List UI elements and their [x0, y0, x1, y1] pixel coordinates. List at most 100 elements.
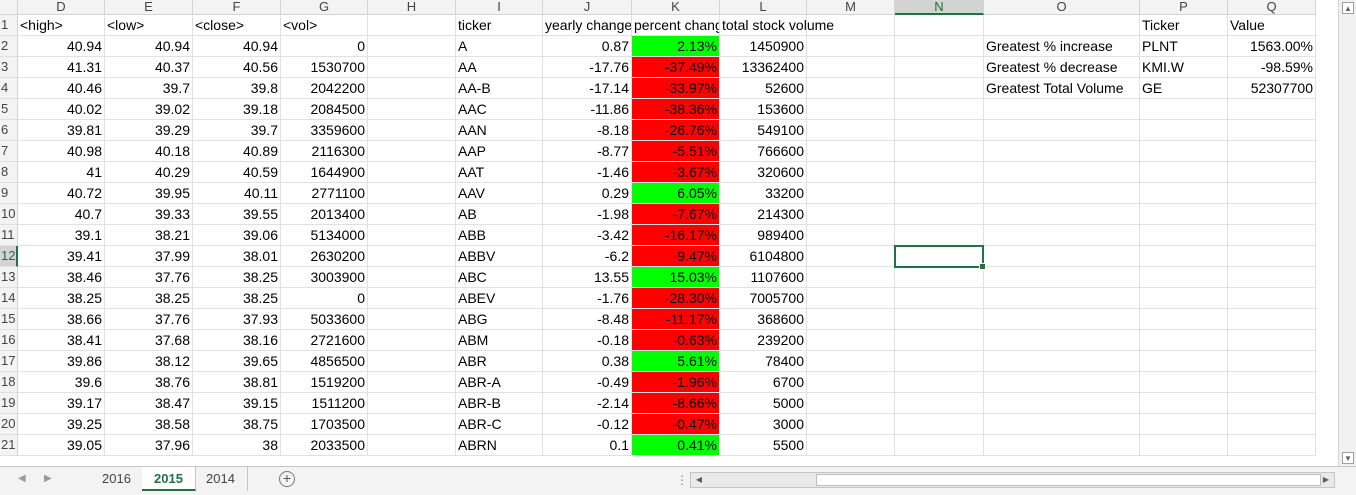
cell-e3[interactable]: 40.37 — [105, 57, 193, 78]
cell-g13[interactable]: 3003900 — [281, 267, 368, 288]
cell-o9[interactable] — [984, 183, 1140, 204]
cell-e16[interactable]: 37.68 — [105, 330, 193, 351]
row-header[interactable]: 10 — [0, 204, 18, 225]
cell-j15[interactable]: -8.48 — [543, 309, 632, 330]
scroll-right-icon[interactable]: ▶ — [1322, 475, 1330, 484]
cell-l7[interactable]: 766600 — [720, 141, 807, 162]
cell-p9[interactable] — [1140, 183, 1228, 204]
cell-h15[interactable] — [368, 309, 456, 330]
cell-n19[interactable] — [895, 393, 984, 414]
cell-m14[interactable] — [807, 288, 895, 309]
cell-o1[interactable] — [984, 15, 1140, 36]
cell-l12[interactable]: 6104800 — [720, 246, 807, 267]
cell-f20[interactable]: 38.75 — [193, 414, 281, 435]
cell-g18[interactable]: 1519200 — [281, 372, 368, 393]
cell-q19[interactable] — [1228, 393, 1316, 414]
cell-n3[interactable] — [895, 57, 984, 78]
cell-q8[interactable] — [1228, 162, 1316, 183]
cell-l20[interactable]: 3000 — [720, 414, 807, 435]
cell-k18[interactable]: -1.96% — [632, 372, 720, 393]
cell-j3[interactable]: -17.76 — [543, 57, 632, 78]
cell-h6[interactable] — [368, 120, 456, 141]
scroll-down-icon[interactable]: ▼ — [1342, 452, 1354, 464]
horizontal-scrollbar[interactable]: ◀ ▶ — [690, 472, 1335, 488]
cell-p21[interactable] — [1140, 435, 1228, 456]
cell-l10[interactable]: 214300 — [720, 204, 807, 225]
cell-d19[interactable]: 39.17 — [18, 393, 105, 414]
cell-p15[interactable] — [1140, 309, 1228, 330]
cell-f21[interactable]: 38 — [193, 435, 281, 456]
row-header[interactable]: 16 — [0, 330, 18, 351]
cell-l19[interactable]: 5000 — [720, 393, 807, 414]
sheet-tab-2016[interactable]: 2016 — [90, 467, 144, 491]
cell-h3[interactable] — [368, 57, 456, 78]
prev-sheet-icon[interactable]: ◀ — [18, 473, 26, 484]
cell-i16[interactable]: ABM — [456, 330, 543, 351]
cell-e11[interactable]: 38.21 — [105, 225, 193, 246]
cell-n14[interactable] — [895, 288, 984, 309]
cell-f4[interactable]: 39.8 — [193, 78, 281, 99]
cell-q12[interactable] — [1228, 246, 1316, 267]
cell-m17[interactable] — [807, 351, 895, 372]
row-header[interactable]: 17 — [0, 351, 18, 372]
cell-n5[interactable] — [895, 99, 984, 120]
cell-e14[interactable]: 38.25 — [105, 288, 193, 309]
select-all-corner[interactable] — [0, 0, 18, 15]
cell-n10[interactable] — [895, 204, 984, 225]
cell-q17[interactable] — [1228, 351, 1316, 372]
cell-n7[interactable] — [895, 141, 984, 162]
cell-l15[interactable]: 368600 — [720, 309, 807, 330]
cell-n18[interactable] — [895, 372, 984, 393]
cell-i1[interactable]: ticker — [456, 15, 543, 36]
column-header-o[interactable]: O — [984, 0, 1140, 15]
cell-l1[interactable]: total stock volume — [720, 15, 834, 36]
cell-e10[interactable]: 39.33 — [105, 204, 193, 225]
column-header-k[interactable]: K — [632, 0, 720, 15]
cell-h19[interactable] — [368, 393, 456, 414]
cell-q16[interactable] — [1228, 330, 1316, 351]
cell-q7[interactable] — [1228, 141, 1316, 162]
cell-l17[interactable]: 78400 — [720, 351, 807, 372]
cell-m10[interactable] — [807, 204, 895, 225]
cell-q10[interactable] — [1228, 204, 1316, 225]
cell-d13[interactable]: 38.46 — [18, 267, 105, 288]
cell-d1[interactable]: <high> — [18, 15, 105, 36]
cell-h12[interactable] — [368, 246, 456, 267]
cell-k2[interactable]: 2.13% — [632, 36, 720, 57]
cell-j6[interactable]: -8.18 — [543, 120, 632, 141]
cell-e19[interactable]: 38.47 — [105, 393, 193, 414]
cell-o5[interactable] — [984, 99, 1140, 120]
cell-p1[interactable]: Ticker — [1140, 15, 1228, 36]
cell-g16[interactable]: 2721600 — [281, 330, 368, 351]
cell-j1[interactable]: yearly change — [543, 15, 632, 36]
cell-n17[interactable] — [895, 351, 984, 372]
cell-i19[interactable]: ABR-B — [456, 393, 543, 414]
cell-g8[interactable]: 1644900 — [281, 162, 368, 183]
cell-g9[interactable]: 2771100 — [281, 183, 368, 204]
cell-j20[interactable]: -0.12 — [543, 414, 632, 435]
cell-p13[interactable] — [1140, 267, 1228, 288]
cell-f7[interactable]: 40.89 — [193, 141, 281, 162]
cell-h18[interactable] — [368, 372, 456, 393]
cell-e5[interactable]: 39.02 — [105, 99, 193, 120]
cell-f3[interactable]: 40.56 — [193, 57, 281, 78]
cell-n6[interactable] — [895, 120, 984, 141]
cell-f15[interactable]: 37.93 — [193, 309, 281, 330]
cell-f2[interactable]: 40.94 — [193, 36, 281, 57]
cell-p6[interactable] — [1140, 120, 1228, 141]
cell-f19[interactable]: 39.15 — [193, 393, 281, 414]
cell-i6[interactable]: AAN — [456, 120, 543, 141]
cell-e21[interactable]: 37.96 — [105, 435, 193, 456]
cell-p19[interactable] — [1140, 393, 1228, 414]
cell-m9[interactable] — [807, 183, 895, 204]
cell-i5[interactable]: AAC — [456, 99, 543, 120]
cell-d5[interactable]: 40.02 — [18, 99, 105, 120]
cell-l9[interactable]: 33200 — [720, 183, 807, 204]
cell-f5[interactable]: 39.18 — [193, 99, 281, 120]
cell-d20[interactable]: 39.25 — [18, 414, 105, 435]
cell-i4[interactable]: AA-B — [456, 78, 543, 99]
row-header[interactable]: 1 — [0, 15, 18, 36]
cell-p3[interactable]: KMI.W — [1140, 57, 1228, 78]
cell-o20[interactable] — [984, 414, 1140, 435]
cell-j13[interactable]: 13.55 — [543, 267, 632, 288]
